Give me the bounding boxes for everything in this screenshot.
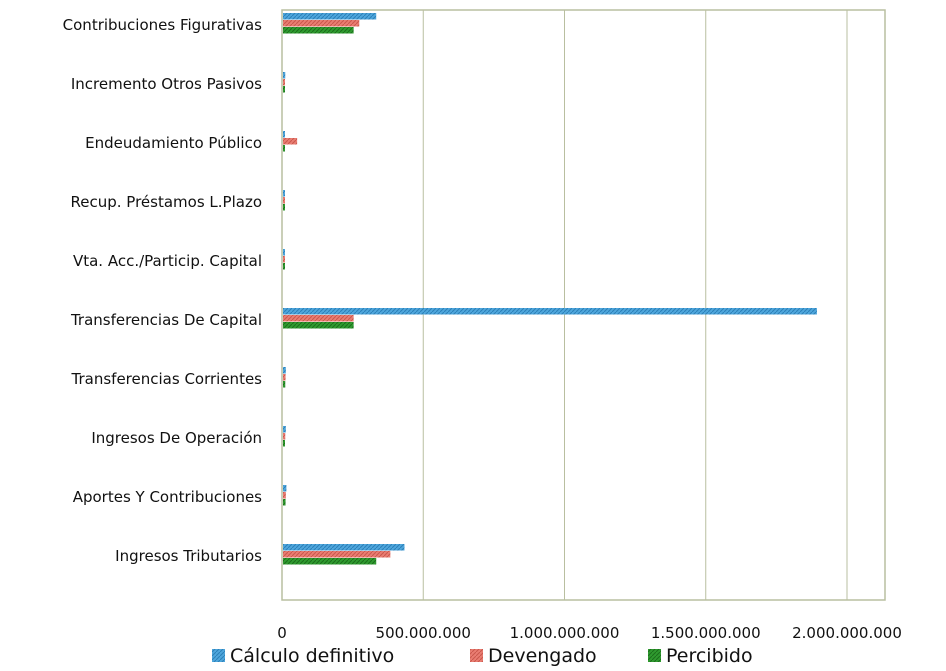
x-tick-label: 500.000.000	[376, 624, 471, 642]
bar-devengado-aportes-y-contribuciones	[283, 492, 286, 499]
bar-devengado-transferencias-corrientes	[283, 374, 286, 381]
bar-calculo-definitivo-ingresos-de-operacion	[283, 426, 286, 433]
category-label: Ingresos Tributarios	[115, 547, 262, 565]
bar-calculo-definitivo-aportes-y-contribuciones	[283, 485, 287, 492]
bar-percibido-ingresos-tributarios	[283, 558, 377, 565]
legend-swatch-calculo-definitivo	[212, 649, 225, 662]
bar-percibido-ingresos-de-operacion	[283, 440, 285, 447]
bar-percibido-transferencias-de-capital	[283, 322, 354, 329]
x-tick-label: 2.000.000.000	[792, 624, 902, 642]
category-label: Transferencias Corrientes	[71, 370, 263, 388]
x-tick-label: 1.000.000.000	[510, 624, 620, 642]
category-label: Recup. Préstamos L.Plazo	[71, 193, 262, 211]
bar-percibido-recup-prestamos-l-plazo	[283, 204, 285, 211]
plot-area	[281, 9, 886, 601]
category-label: Contribuciones Figurativas	[63, 16, 263, 34]
bar-calculo-definitivo-vta-acc-particip-capital	[283, 249, 285, 256]
bar-devengado-recup-prestamos-l-plazo	[283, 197, 285, 204]
bar-calculo-definitivo-transferencias-de-capital	[283, 308, 817, 315]
bar-devengado-ingresos-de-operacion	[283, 433, 286, 440]
bar-devengado-vta-acc-particip-capital	[283, 256, 285, 263]
bar-calculo-definitivo-ingresos-tributarios	[283, 544, 405, 551]
bar-percibido-aportes-y-contribuciones	[283, 499, 286, 506]
legend-swatch-devengado	[470, 649, 483, 662]
bar-percibido-endeudamiento-publico	[283, 145, 285, 152]
bar-devengado-endeudamiento-publico	[283, 138, 298, 145]
bar-devengado-transferencias-de-capital	[283, 315, 354, 322]
bar-percibido-contribuciones-figurativas	[283, 27, 354, 34]
legend-swatch-percibido	[648, 649, 661, 662]
bar-devengado-contribuciones-figurativas	[283, 20, 360, 27]
legend-label-percibido: Percibido	[666, 645, 753, 667]
x-tick-label: 1.500.000.000	[651, 624, 761, 642]
bar-calculo-definitivo-contribuciones-figurativas	[283, 13, 377, 20]
category-label: Aportes Y Contribuciones	[73, 488, 262, 506]
category-label: Endeudamiento Público	[85, 134, 262, 152]
bar-calculo-definitivo-transferencias-corrientes	[283, 367, 286, 374]
x-tick-label: 0	[277, 624, 287, 642]
legend-label-devengado: Devengado	[488, 645, 597, 667]
legend-label-calculo-definitivo: Cálculo definitivo	[230, 645, 394, 667]
bar-percibido-transferencias-corrientes	[283, 381, 286, 388]
category-label: Ingresos De Operación	[91, 429, 262, 447]
bar-calculo-definitivo-endeudamiento-publico	[283, 131, 285, 138]
category-label: Vta. Acc./Particip. Capital	[73, 252, 262, 270]
bar-devengado-incremento-otros-pasivos	[283, 79, 285, 86]
bar-calculo-definitivo-recup-prestamos-l-plazo	[283, 190, 285, 197]
bar-percibido-incremento-otros-pasivos	[283, 86, 285, 93]
category-label: Incremento Otros Pasivos	[71, 75, 262, 93]
bar-devengado-ingresos-tributarios	[283, 551, 391, 558]
bar-percibido-vta-acc-particip-capital	[283, 263, 285, 270]
bar-calculo-definitivo-incremento-otros-pasivos	[283, 72, 286, 79]
category-label: Transferencias De Capital	[70, 311, 262, 329]
